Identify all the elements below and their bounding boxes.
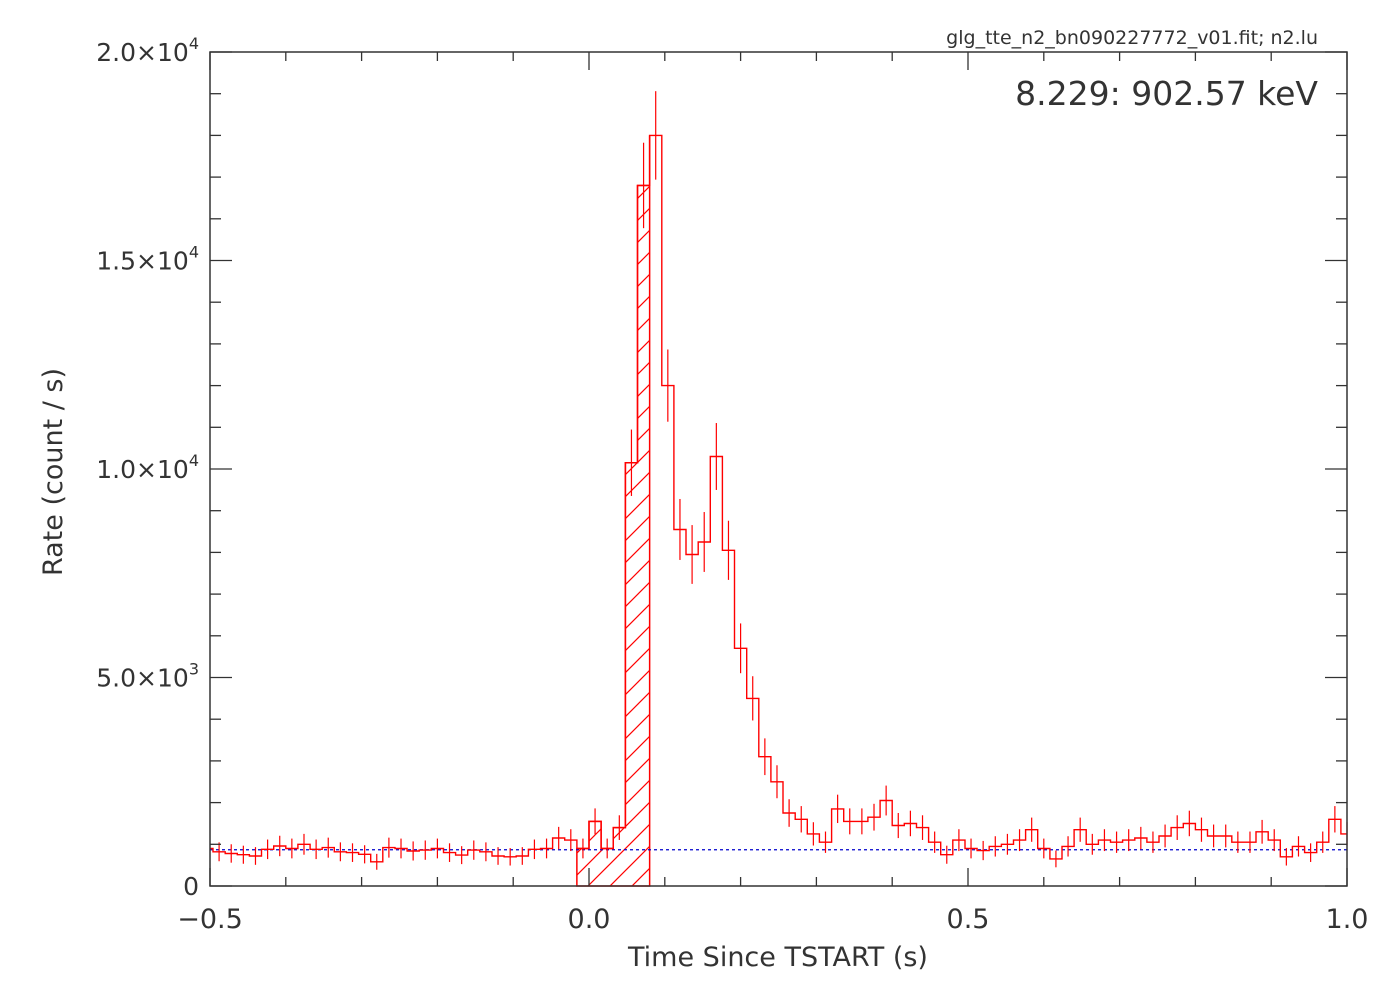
y-tick-label: 0 <box>183 872 199 901</box>
x-tick-label: 0.5 <box>947 904 990 935</box>
x-tick-label: 1.0 <box>1326 904 1369 935</box>
y-tick-label: 2.0×104 <box>96 34 199 67</box>
x-tick-label: −0.5 <box>177 904 243 935</box>
y-tick-label: 1.0×104 <box>96 451 199 484</box>
y-axis-label: Rate (count / s) <box>38 368 69 576</box>
file-header: glg_tte_n2_bn090227772_v01.fit; n2.lu <box>946 27 1318 49</box>
y-tick-label: 5.0×103 <box>96 660 199 693</box>
plot-frame <box>209 51 1348 887</box>
y-tick-label: 1.5×104 <box>96 243 199 276</box>
energy-range-label: 8.229: 902.57 keV <box>1015 74 1318 113</box>
selection-hatched-region <box>576 135 651 887</box>
x-tick-label: 0.0 <box>568 904 611 935</box>
rate-histogram-series <box>210 134 1347 863</box>
x-axis-label: Time Since TSTART (s) <box>627 942 928 973</box>
